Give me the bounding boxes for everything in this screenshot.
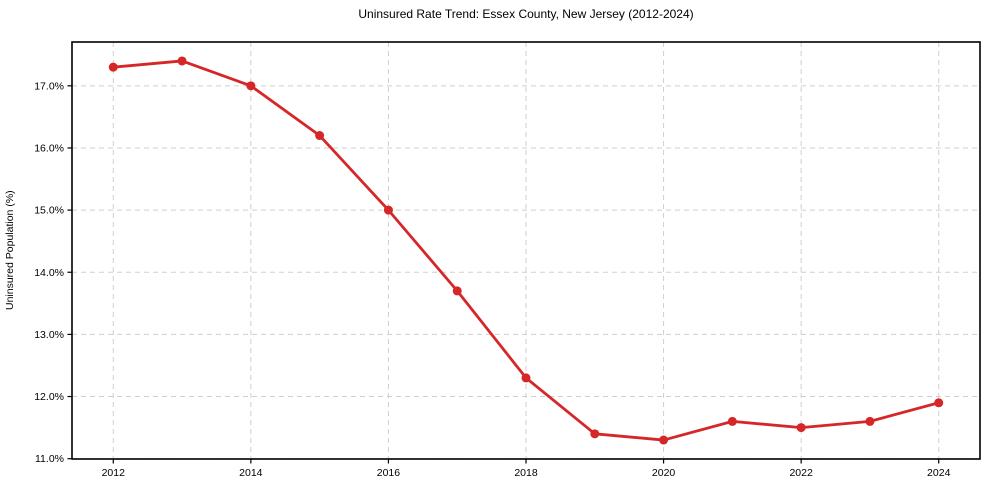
x-tick-label: 2018 [514,467,538,479]
chart-title: Uninsured Rate Trend: Essex County, New … [358,7,694,21]
y-tick-label: 11.0% [35,453,64,465]
y-tick-label: 12.0% [34,391,64,403]
y-tick-label: 13.0% [34,329,64,341]
data-point [452,286,462,296]
y-tick-label: 16.0% [34,142,64,154]
x-tick-label: 2022 [789,467,813,479]
x-tick-label: 2024 [927,467,951,479]
x-tick-label: 2012 [102,467,126,479]
data-point [177,56,187,66]
data-point [865,416,875,426]
x-tick-label: 2014 [239,467,263,479]
data-point [659,435,669,445]
data-point [934,398,944,408]
y-tick-label: 15.0% [34,205,64,217]
data-point [796,423,806,433]
data-point [727,416,737,426]
y-tick-label: 17.0% [34,80,64,92]
x-tick-label: 2016 [377,467,401,479]
y-tick-label: 14.0% [34,267,64,279]
data-point [315,131,325,141]
data-point [246,81,256,91]
data-point [590,429,600,439]
x-tick-label: 2020 [652,467,676,479]
data-point [108,62,118,72]
plot-border [71,41,981,460]
data-point [521,373,531,383]
data-point [383,205,393,215]
